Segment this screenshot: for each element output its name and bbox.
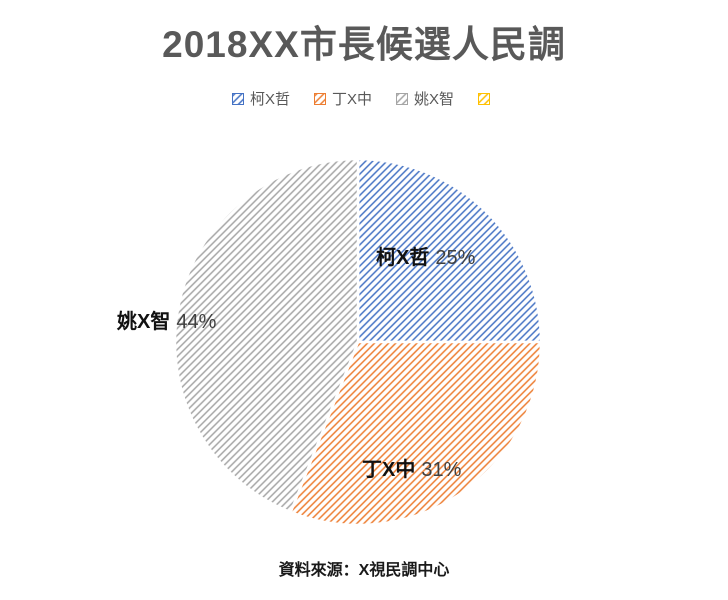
legend-swatch-orange-icon xyxy=(313,92,326,105)
pie-slice-柯X哲 xyxy=(356,157,543,344)
slice-label-ko: 柯X哲 25% xyxy=(376,241,475,270)
slice-label-ding-name: 丁X中 xyxy=(362,459,416,481)
pie-slice-姚X智 xyxy=(173,157,360,514)
source-note: 資料來源：X視民調中心 xyxy=(278,562,450,579)
slice-label-ding: 丁X中 31% xyxy=(362,453,461,482)
legend-swatch-yellow-icon xyxy=(478,92,491,105)
legend-label-ding: 丁X中 xyxy=(331,91,372,108)
legend: 柯X哲 丁X中 姚X智 xyxy=(0,88,728,109)
slice-label-ko-name: 柯X哲 xyxy=(376,247,430,269)
pie-slice-丁X中 xyxy=(289,340,543,527)
slice-label-ding-value: 31% xyxy=(421,459,462,481)
legend-swatch-gray-icon xyxy=(396,92,408,105)
slice-label-yao-name: 姚X智 xyxy=(117,311,171,333)
legend-item-ding: 丁X中 xyxy=(313,88,372,109)
legend-label-ko: 柯X哲 xyxy=(249,91,290,108)
slice-label-ko-value: 25% xyxy=(435,247,476,269)
legend-item-empty xyxy=(478,92,496,105)
legend-item-ko: 柯X哲 xyxy=(231,88,290,109)
legend-label-yao: 姚X智 xyxy=(414,91,455,108)
slice-label-yao-value: 44% xyxy=(176,311,217,333)
legend-swatch-blue-icon xyxy=(231,92,244,105)
chart-title: 2018XX市長候選人民調 xyxy=(162,24,566,65)
legend-item-yao: 姚X智 xyxy=(396,88,454,109)
slice-label-yao: 姚X智 44% xyxy=(117,305,216,334)
